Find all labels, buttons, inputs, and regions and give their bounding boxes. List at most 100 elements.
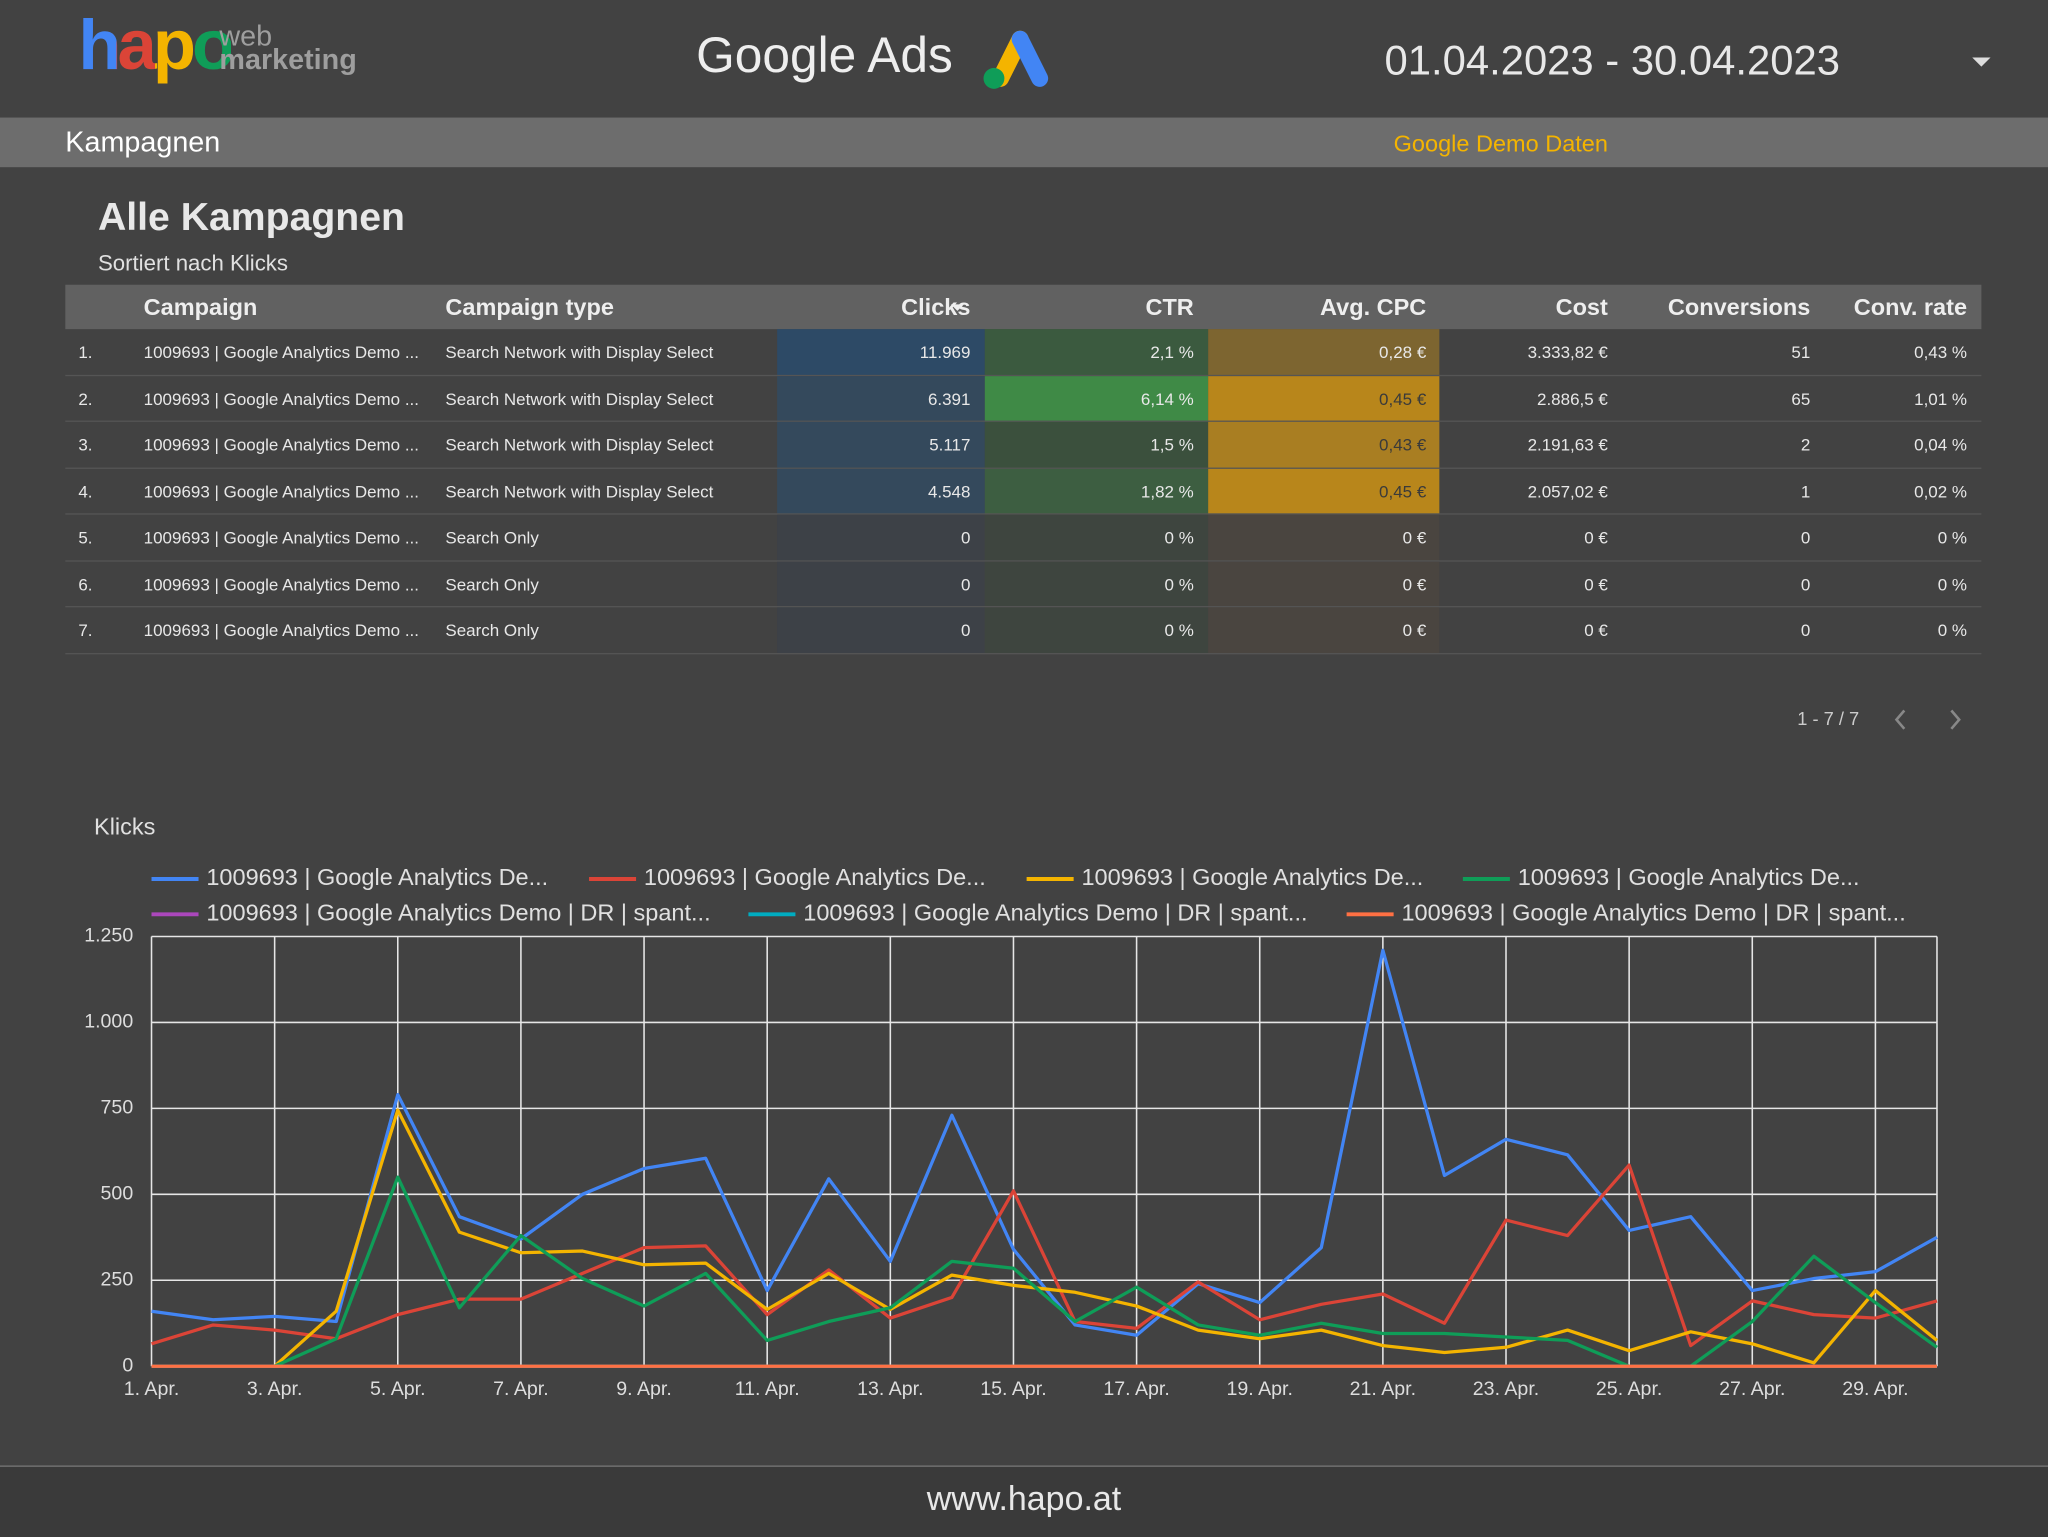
table-cell: 0 % — [1164, 527, 1194, 548]
section-bar — [0, 117, 2048, 168]
heat-cell — [984, 421, 1209, 469]
table-cell: 0,04 % — [1914, 434, 1968, 455]
heat-cell — [777, 514, 985, 561]
table-cell: 0 € — [1584, 574, 1608, 594]
legend-label: 1009693 | Google Analytics Demo | DR | s… — [803, 899, 1307, 925]
pagination: 1 - 7 / 7 — [1797, 707, 1860, 729]
dropdown-arrow[interactable] — [1970, 55, 1994, 71]
table-cell: 0 — [960, 620, 971, 640]
sort-icon — [950, 304, 964, 311]
table-cell: 0 % — [1164, 620, 1194, 640]
table-cell: 1009693 | Google Analytics Demo ... — [143, 388, 419, 409]
table-cell: Search Only — [445, 620, 539, 640]
table-cell: 0 — [1800, 527, 1811, 548]
heat-cell — [984, 560, 1209, 608]
table-cell: 0,45 € — [1379, 388, 1427, 409]
legend-label: 1009693 | Google Analytics De... — [1081, 864, 1423, 890]
column-header: Avg. CPC — [1320, 293, 1427, 320]
x-tick-label: 5. Apr. — [370, 1378, 426, 1400]
column-header: CTR — [1145, 293, 1194, 320]
row-divider — [65, 606, 1982, 608]
row-divider — [65, 466, 1982, 469]
y-tick-label: 0 — [122, 1354, 133, 1376]
row-divider — [65, 559, 1982, 561]
column-header: Conversions — [1667, 293, 1811, 320]
table-cell: 1009693 | Google Analytics Demo ... — [143, 620, 419, 640]
table-subtitle: Sortiert nach Klicks — [97, 250, 288, 276]
legend-label: 1009693 | Google Analytics De... — [206, 864, 548, 890]
table-title: Alle Kampagnen — [97, 195, 405, 240]
x-tick-label: 19. Apr. — [1227, 1378, 1293, 1400]
table-cell: 0 — [1800, 574, 1811, 594]
x-tick-label: 7. Apr. — [493, 1378, 549, 1400]
row-divider — [65, 374, 1982, 376]
heat-cell — [777, 329, 985, 376]
table-cell: 2.886,5 € — [1537, 388, 1608, 409]
heat-cell — [1208, 607, 1440, 654]
heat-cell — [984, 468, 1209, 515]
table-cell: 1009693 | Google Analytics Demo ... — [143, 342, 419, 362]
table-cell: 6. — [78, 574, 93, 594]
table-cell: Search Network with Display Select — [445, 481, 714, 501]
table-cell: 2 — [1800, 434, 1811, 455]
header-title: Google Ads — [696, 28, 953, 84]
column-header: Campaign type — [445, 293, 614, 320]
pagination-arrows[interactable] — [1886, 705, 1970, 734]
heat-cell — [1208, 375, 1440, 422]
chart-title: Klicks — [94, 813, 155, 839]
heat-cell — [777, 468, 985, 515]
table-cell: 0,45 € — [1379, 481, 1427, 501]
table-cell: 0 — [960, 527, 971, 548]
table-cell: 0,43 % — [1914, 342, 1968, 362]
table-cell: 65 — [1791, 388, 1811, 409]
series-line — [151, 1108, 1939, 1368]
column-header: Cost — [1555, 293, 1608, 320]
table-cell: 3. — [78, 434, 93, 455]
y-tick-label: 500 — [101, 1182, 134, 1204]
table-cell: 0 % — [1164, 574, 1194, 594]
x-tick-label: 27. Apr. — [1719, 1378, 1785, 1400]
x-tick-label: 11. Apr. — [735, 1378, 800, 1400]
heat-cell — [984, 514, 1209, 561]
table-cell: Search Network with Display Select — [445, 342, 714, 362]
x-tick-label: 9. Apr. — [616, 1378, 672, 1400]
x-tick-label: 15. Apr. — [980, 1378, 1046, 1400]
x-tick-label: 17. Apr. — [1103, 1378, 1169, 1400]
table-cell: Search Only — [445, 527, 539, 548]
table-cell: 4.548 — [927, 481, 971, 501]
table-cell: 11.969 — [919, 342, 971, 362]
heat-cell — [777, 375, 985, 422]
heat-cell — [777, 607, 985, 654]
row-divider — [65, 652, 1982, 654]
table-cell: 6,14 % — [1140, 388, 1194, 409]
legend-label: 1009693 | Google Analytics De... — [1518, 864, 1860, 890]
table-cell: 1009693 | Google Analytics Demo ... — [143, 574, 419, 594]
y-tick-label: 750 — [101, 1097, 134, 1119]
x-tick-label: 25. Apr. — [1596, 1378, 1662, 1400]
series-line — [151, 948, 1938, 1337]
table-cell: 0,02 % — [1914, 481, 1968, 501]
heat-cell — [984, 329, 1209, 376]
x-tick-label: 3. Apr. — [247, 1378, 303, 1400]
table-cell: 0 % — [1937, 620, 1968, 640]
y-tick-label: 250 — [101, 1268, 134, 1290]
footer-url[interactable]: www.hapo.at — [926, 1478, 1122, 1518]
table-cell: Search Network with Display Select — [445, 434, 714, 455]
table-cell: 0 — [1800, 620, 1811, 640]
table-cell: 1,5 % — [1150, 434, 1194, 455]
table-cell: 1. — [78, 342, 93, 362]
table-header — [65, 284, 1982, 330]
date-range[interactable]: 01.04.2023 - 30.04.2023 — [1384, 36, 1840, 84]
row-divider — [65, 420, 1982, 422]
table-cell: Search Network with Display Select — [445, 388, 714, 409]
table-cell: 1,82 % — [1140, 481, 1194, 501]
table-cell: 0 — [960, 574, 971, 594]
table-cell: 5. — [78, 527, 93, 548]
heat-cell — [1208, 560, 1440, 608]
table-cell: 0,43 € — [1379, 434, 1427, 455]
table-cell: Search Only — [445, 574, 539, 594]
table-cell: 1009693 | Google Analytics Demo ... — [143, 481, 419, 501]
table-cell: 0 € — [1584, 527, 1608, 548]
